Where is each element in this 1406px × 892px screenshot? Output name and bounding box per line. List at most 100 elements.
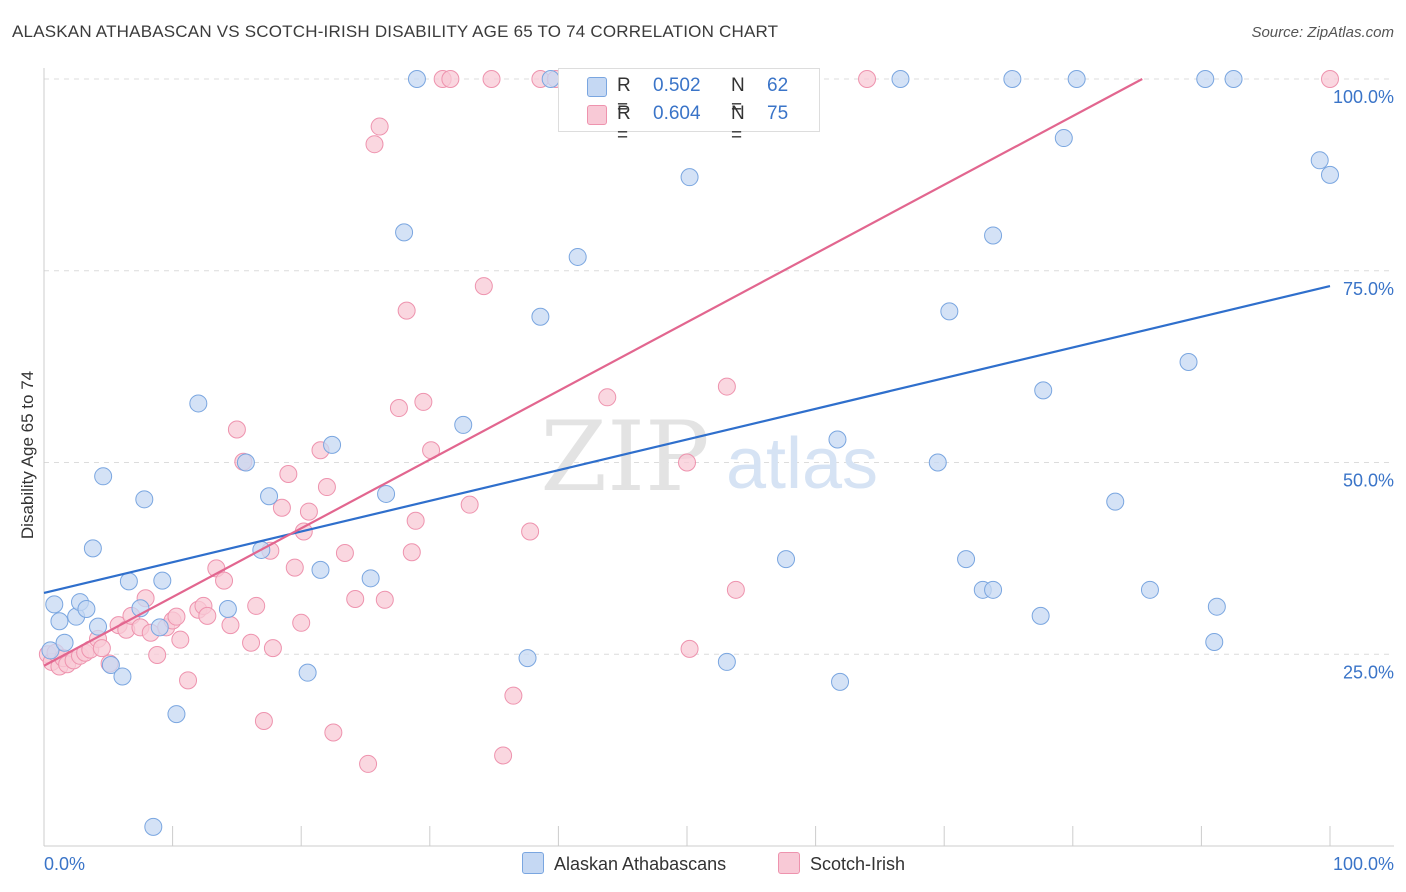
- pink-point: [148, 646, 167, 665]
- y-tick-label: 25.0%: [1343, 662, 1394, 682]
- pink-point: [717, 377, 736, 396]
- blue-point: [135, 490, 154, 509]
- pink-point: [346, 590, 365, 609]
- blue-point: [83, 539, 102, 558]
- blue-point: [1054, 129, 1073, 148]
- pink-point: [227, 420, 246, 439]
- blue-point: [984, 580, 1003, 599]
- pink-point: [179, 671, 198, 690]
- blue-point: [323, 435, 342, 454]
- pink-point: [221, 616, 240, 635]
- r-value: 0.502: [653, 75, 701, 96]
- blue-point: [518, 649, 537, 668]
- blue-point: [153, 571, 172, 590]
- blue-point: [717, 652, 736, 671]
- blue-point: [260, 487, 279, 506]
- n-label: N =: [731, 75, 745, 118]
- pink-point: [167, 607, 186, 626]
- blue-point: [101, 655, 120, 674]
- pink-point: [92, 639, 111, 658]
- x-tick-label-max: 100.0%: [1333, 854, 1394, 874]
- x-tick-labels: 0.0% 100.0%: [44, 854, 1394, 874]
- pink-point: [299, 502, 318, 521]
- y-tick-label: 75.0%: [1343, 279, 1394, 299]
- blue-point: [1003, 70, 1022, 88]
- blue-point: [568, 247, 587, 266]
- pink-point: [359, 754, 378, 773]
- pink-point: [726, 580, 745, 599]
- blue-point: [167, 705, 186, 724]
- y-tick-label: 100.0%: [1333, 87, 1394, 107]
- trendlines: [43, 78, 1331, 667]
- pink-point: [414, 392, 433, 411]
- pink-swatch-icon: [778, 852, 800, 874]
- blue-point: [940, 302, 959, 321]
- blue-swatch-icon: [587, 77, 607, 97]
- y-tick-label: 50.0%: [1343, 471, 1394, 491]
- blue-point: [94, 467, 113, 486]
- blue-point: [45, 595, 64, 614]
- blue-point: [831, 672, 850, 691]
- r-label: R =: [617, 103, 631, 146]
- pink-point: [279, 465, 298, 484]
- pink-point: [375, 590, 394, 609]
- pink-point: [858, 70, 877, 88]
- blue-point: [1224, 70, 1243, 88]
- blue-point: [891, 70, 910, 88]
- blue-point: [680, 168, 699, 187]
- blue-point: [311, 560, 330, 579]
- r-label: R =: [617, 75, 631, 118]
- pink-point: [370, 117, 389, 136]
- chart-title: ALASKAN ATHABASCAN VS SCOTCH-IRISH DISAB…: [12, 22, 779, 41]
- blue-point: [1067, 70, 1086, 88]
- pink-point: [598, 388, 617, 407]
- pink-point: [285, 558, 304, 577]
- blue-point: [189, 394, 208, 413]
- blue-point: [50, 612, 69, 631]
- blue-point: [1205, 632, 1224, 651]
- blue-point: [407, 70, 426, 88]
- pink-point: [198, 606, 217, 625]
- x-axis: [43, 68, 1394, 847]
- blue-point: [41, 641, 60, 660]
- blue-point: [218, 599, 237, 618]
- pink-point: [397, 301, 416, 320]
- pink-point: [292, 613, 311, 632]
- n-value: 62: [767, 75, 789, 96]
- pink-point: [335, 544, 354, 563]
- blue-point: [1196, 70, 1215, 88]
- pink-point: [482, 70, 501, 88]
- legend-item-scotch-irish[interactable]: Scotch-Irish: [778, 852, 905, 875]
- blue-point: [1031, 606, 1050, 625]
- blue-point: [777, 550, 796, 569]
- pink-point: [460, 495, 479, 514]
- pink-point: [215, 571, 234, 590]
- blue-point: [236, 453, 255, 472]
- pink-point: [389, 399, 408, 418]
- blue-point: [1207, 597, 1226, 616]
- y-axis-label: Disability Age 65 to 74: [18, 370, 37, 540]
- blue-point: [984, 226, 1003, 245]
- blue-point: [1034, 381, 1053, 400]
- pink-point: [474, 277, 493, 296]
- r-value: 0.604: [653, 103, 701, 124]
- blue-point: [144, 817, 163, 836]
- blue-point: [1179, 353, 1198, 372]
- blue-point: [454, 415, 473, 434]
- legend-item-alaskan-athabascans[interactable]: Alaskan Athabascans: [522, 852, 726, 875]
- blue-point: [395, 223, 414, 242]
- source-label: Source: ZipAtlas.com: [1251, 24, 1394, 41]
- pink-point: [317, 478, 336, 497]
- pink-trendline: [43, 78, 1143, 667]
- n-value: 75: [767, 103, 789, 124]
- blue-point: [1321, 165, 1339, 184]
- blue-points: [41, 70, 1339, 836]
- pink-point: [263, 639, 282, 658]
- pink-point: [272, 498, 291, 517]
- blue-point: [119, 572, 138, 591]
- blue-trendline: [43, 285, 1331, 594]
- blue-point: [89, 617, 108, 636]
- blue-point: [1310, 151, 1329, 170]
- watermark-atlas: atlas: [726, 424, 878, 504]
- blue-point: [150, 618, 169, 637]
